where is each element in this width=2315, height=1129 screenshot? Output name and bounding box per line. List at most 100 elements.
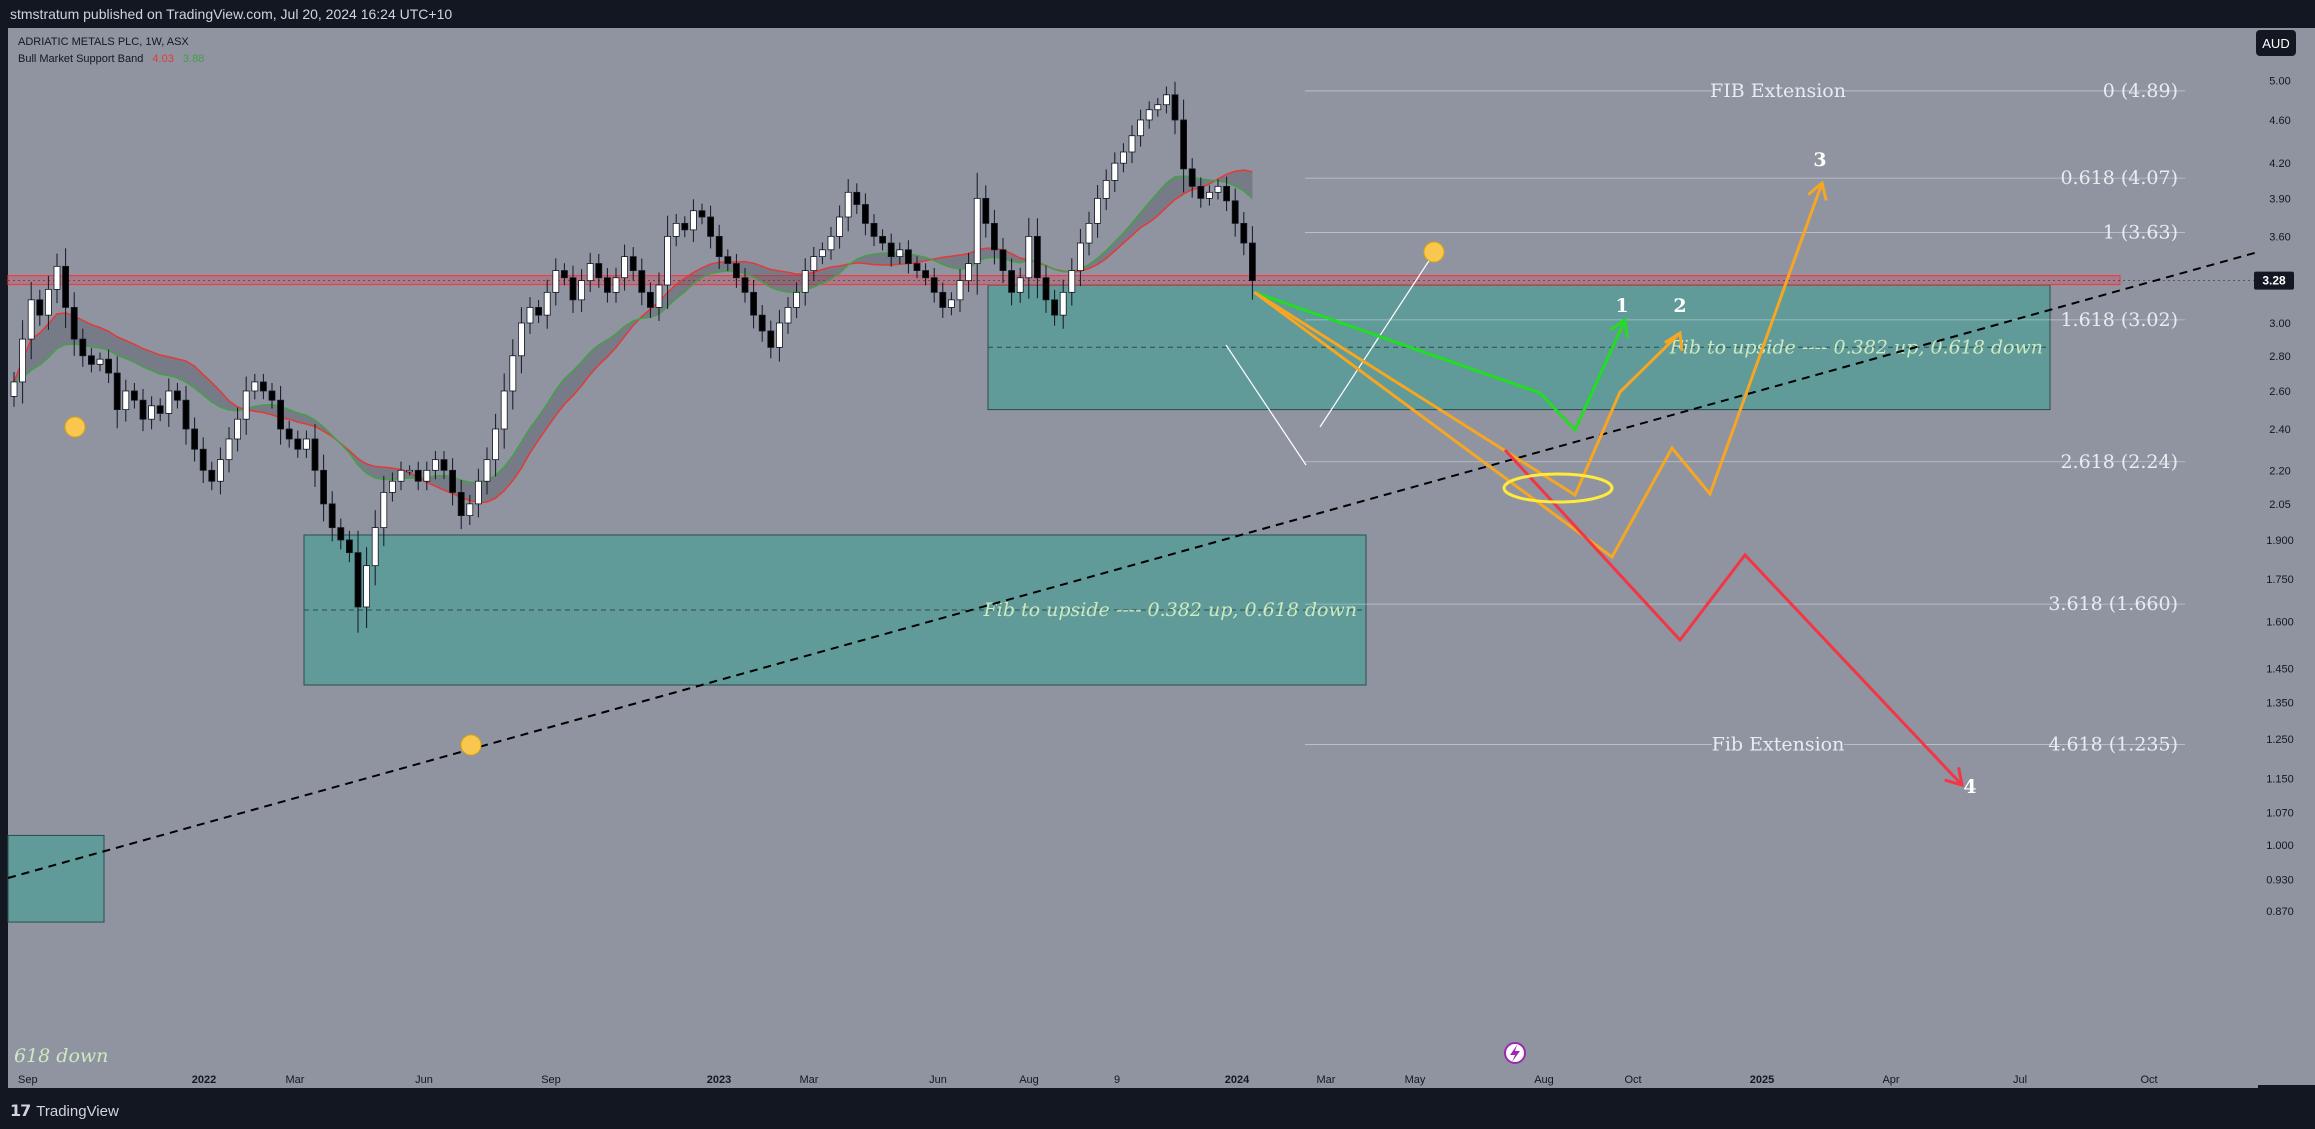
candle-up[interactable] — [27, 299, 35, 340]
candle-up[interactable] — [948, 299, 955, 308]
candle-up[interactable] — [844, 191, 852, 218]
candle-up[interactable] — [612, 277, 620, 293]
candle-down[interactable] — [750, 291, 757, 316]
candle-up[interactable] — [483, 459, 491, 482]
candle-down[interactable] — [113, 372, 121, 411]
candle-up[interactable] — [492, 428, 500, 461]
candle-down[interactable] — [879, 235, 886, 244]
candle-down[interactable] — [561, 270, 568, 279]
candle-down[interactable] — [604, 277, 611, 293]
candle-down[interactable] — [1249, 242, 1256, 282]
candle-up[interactable] — [165, 390, 173, 414]
candle-up[interactable] — [1059, 291, 1067, 316]
candle-up[interactable] — [1025, 235, 1033, 279]
candle-down[interactable] — [182, 399, 190, 430]
candle-up[interactable] — [543, 291, 551, 316]
candle-up[interactable] — [518, 322, 525, 357]
candle-down[interactable] — [414, 469, 422, 482]
scenario-path-1[interactable] — [1253, 290, 1627, 433]
candle-down[interactable] — [930, 277, 938, 293]
candle-down[interactable] — [1034, 235, 1041, 279]
candle-down[interactable] — [741, 277, 749, 293]
candle-down[interactable] — [130, 390, 138, 401]
candle-up[interactable] — [406, 469, 414, 473]
candle-up[interactable] — [1094, 197, 1101, 224]
candle-down[interactable] — [156, 405, 164, 414]
candle-up[interactable] — [672, 222, 680, 237]
candle-up[interactable] — [148, 405, 156, 420]
candle-down[interactable] — [328, 503, 336, 529]
candle-down[interactable] — [1188, 168, 1196, 187]
candle-up[interactable] — [1120, 151, 1127, 164]
candle-down[interactable] — [88, 355, 95, 365]
candle-up[interactable] — [526, 307, 534, 324]
candle-down[interactable] — [922, 270, 929, 279]
candle-up[interactable] — [509, 355, 517, 392]
scenario-path-3[interactable] — [1253, 182, 1824, 560]
candle-up[interactable] — [225, 438, 233, 461]
candle-up[interactable] — [552, 270, 560, 293]
candle-down[interactable] — [208, 469, 216, 482]
candle-up[interactable] — [801, 270, 809, 293]
candle-down[interactable] — [36, 299, 44, 316]
scenario-path-2[interactable] — [1253, 291, 1682, 498]
candle-up[interactable] — [793, 291, 800, 308]
candle-down[interactable] — [457, 492, 465, 516]
price-axis[interactable] — [2258, 28, 2315, 1085]
candle-down[interactable] — [862, 204, 869, 224]
candle-up[interactable] — [1016, 277, 1024, 293]
candle-up[interactable] — [122, 390, 130, 411]
candle-up[interactable] — [1163, 94, 1170, 106]
candle-up[interactable] — [810, 256, 818, 271]
candle-up[interactable] — [1128, 135, 1136, 153]
candle-down[interactable] — [311, 438, 319, 471]
candle-down[interactable] — [1042, 277, 1050, 301]
candle-down[interactable] — [733, 263, 740, 279]
candle-down[interactable] — [173, 390, 181, 401]
candle-down[interactable] — [105, 358, 112, 374]
candle-down[interactable] — [1008, 270, 1015, 293]
candle-up[interactable] — [655, 284, 663, 308]
tradingview-logo[interactable]: 𝟭𝟳 TradingView — [10, 1101, 119, 1121]
candle-up[interactable] — [836, 216, 843, 237]
candle-down[interactable] — [758, 314, 766, 332]
candle-up[interactable] — [1102, 180, 1110, 199]
candle-up[interactable] — [397, 469, 405, 482]
candle-down[interactable] — [449, 469, 457, 493]
pivot-marker[interactable] — [64, 416, 86, 438]
candle-down[interactable] — [1240, 222, 1248, 244]
candle-down[interactable] — [1223, 185, 1230, 202]
pivot-marker[interactable] — [1423, 241, 1445, 263]
candle-up[interactable] — [1111, 162, 1119, 181]
candle-down[interactable] — [698, 210, 706, 218]
ema-line[interactable] — [13, 175, 1253, 484]
candle-down[interactable] — [870, 222, 878, 237]
candle-down[interactable] — [1180, 119, 1187, 170]
scenario-arrow-2[interactable] — [1664, 330, 1684, 352]
candle-down[interactable] — [277, 399, 285, 430]
candle-down[interactable] — [982, 197, 990, 224]
candle-up[interactable] — [776, 322, 783, 348]
candle-up[interactable] — [388, 480, 396, 493]
candle-up[interactable] — [586, 263, 594, 282]
time-axis[interactable] — [8, 1068, 2258, 1088]
candle-down[interactable] — [853, 191, 861, 205]
white-trendline-1[interactable] — [1225, 344, 1307, 466]
candle-down[interactable] — [715, 235, 723, 258]
currency-badge-bg[interactable] — [2256, 30, 2296, 56]
candle-up[interactable] — [466, 503, 474, 516]
candle-down[interactable] — [139, 399, 147, 420]
currency-badge[interactable]: AUD — [2256, 30, 2296, 56]
candle-up[interactable] — [896, 249, 904, 258]
candle-up[interactable] — [380, 492, 388, 529]
candle-up[interactable] — [242, 390, 250, 420]
candle-down[interactable] — [629, 256, 637, 271]
candle-up[interactable] — [664, 235, 671, 286]
candle-up[interactable] — [1077, 242, 1084, 271]
scenario-arrow-4[interactable] — [1944, 767, 1964, 788]
pivot-marker[interactable] — [460, 734, 482, 756]
candle-down[interactable] — [991, 222, 998, 251]
scenario-arrow-3[interactable] — [1807, 180, 1828, 201]
candle-down[interactable] — [999, 249, 1007, 271]
